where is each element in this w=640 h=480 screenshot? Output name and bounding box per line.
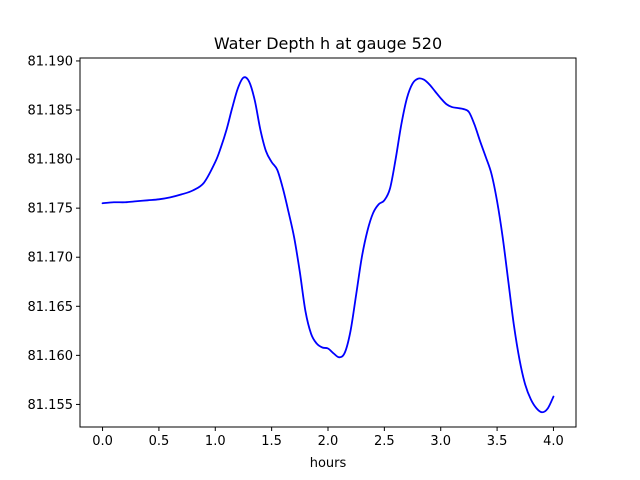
x-tick-label: 1.5: [261, 434, 282, 449]
x-tick-label: 0.0: [92, 434, 113, 449]
y-tick-label: 81.165: [28, 300, 74, 315]
x-tick-label: 1.0: [205, 434, 226, 449]
y-axis-ticks: 81.155 81.160 81.165 81.170 81.175 81.180 81.1…: [28, 54, 80, 413]
y-tick-label: 81.160: [28, 349, 74, 364]
x-tick-label: 0.5: [149, 434, 170, 449]
x-tick-label: 3.5: [487, 434, 508, 449]
y-tick-label: 81.170: [28, 251, 74, 266]
x-tick-label: 4.0: [543, 434, 564, 449]
x-axis-ticks: 0.0 0.5 1.0 1.5 2.0 2.5 3.0 3.5 4.0: [92, 427, 564, 449]
x-tick-label: 2.0: [318, 434, 339, 449]
y-tick-label: 81.185: [28, 104, 74, 119]
x-tick-label: 2.5: [374, 434, 395, 449]
series-line: [101, 76, 555, 414]
y-tick-label: 81.190: [28, 54, 74, 69]
y-tick-label: 81.155: [28, 398, 74, 413]
chart-title: Water Depth h at gauge 520: [214, 34, 442, 53]
plot-background: [80, 58, 576, 427]
y-tick-label: 81.180: [28, 153, 74, 168]
x-axis-label: hours: [310, 456, 347, 471]
x-tick-label: 3.0: [430, 434, 451, 449]
plot-frame: [79, 57, 577, 428]
y-tick-label: 81.175: [28, 202, 74, 217]
